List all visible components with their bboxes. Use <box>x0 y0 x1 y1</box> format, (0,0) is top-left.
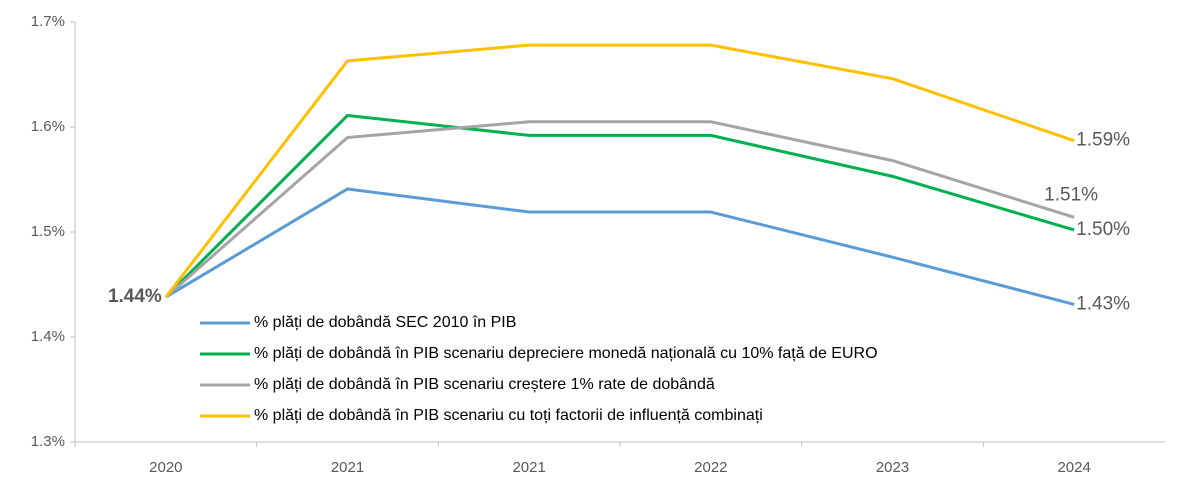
y-tick-label: 1.5% <box>31 223 65 240</box>
series-line <box>164 120 1075 299</box>
y-tick-label: 1.6% <box>31 118 65 135</box>
x-tick-label: 2024 <box>1057 459 1090 476</box>
y-tick-label: 1.3% <box>31 433 65 450</box>
value-label: 1.51% <box>1044 184 1098 205</box>
legend-label: % plăți de dobândă în PIB scenariu cu to… <box>254 407 763 424</box>
value-label: 1.59% <box>1076 130 1130 151</box>
x-tick-label: 2022 <box>694 459 727 476</box>
value-label: 1.44% <box>108 286 162 307</box>
value-label: 1.50% <box>1076 219 1130 240</box>
series-line <box>164 43 1075 299</box>
value-label: 1.43% <box>1076 293 1130 314</box>
legend-label: % plăți de dobândă SEC 2010 în PIB <box>254 314 516 331</box>
series-line <box>164 113 1075 299</box>
x-tick-label: 2021 <box>331 459 364 476</box>
x-tick-label: 2023 <box>876 459 909 476</box>
y-tick-label: 1.4% <box>31 328 65 345</box>
y-tick-label: 1.7% <box>31 13 65 30</box>
series-line <box>165 187 1075 306</box>
legend-label: % plăți de dobândă în PIB scenariu creșt… <box>254 376 715 393</box>
legend-label: % plăți de dobândă în PIB scenariu depre… <box>254 345 878 362</box>
x-tick-label: 2020 <box>149 459 182 476</box>
x-tick-label: 2021 <box>512 459 545 476</box>
